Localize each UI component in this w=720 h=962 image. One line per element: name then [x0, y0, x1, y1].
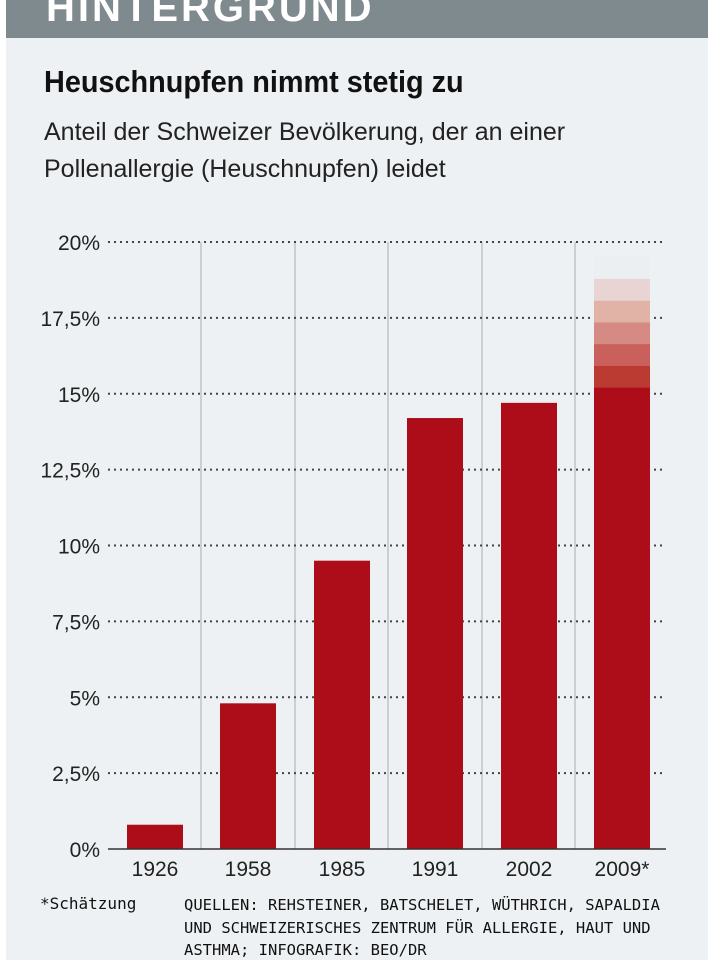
y-tick-label-7: 17,5%: [40, 308, 100, 331]
bar-1985: [314, 560, 370, 849]
x-tick-label-2009: 2009*: [595, 858, 650, 881]
sources-credit: QUELLEN: REHSTEINER, BATSCHELET, WÜTHRIC…: [184, 896, 660, 959]
x-tick-label-1958: 1958: [225, 858, 272, 881]
y-tick-label-8: 20%: [58, 232, 100, 255]
chart-subtitle: Anteil der Schweizer Bevölkerung, der an…: [44, 118, 566, 183]
estimate-segment-2: [594, 300, 650, 323]
x-tick-label-1991: 1991: [412, 858, 459, 881]
estimate-segment-1: [594, 278, 650, 302]
estimate-segment-5: [594, 365, 650, 389]
chart-title: Heuschnupfen nimmt stetig zu: [44, 64, 464, 99]
x-tick-label-1985: 1985: [319, 858, 366, 881]
bar-1991: [407, 418, 463, 849]
bar-1926: [127, 824, 183, 849]
y-tick-label-4: 10%: [58, 536, 100, 559]
y-tick-label-0: 0%: [70, 839, 100, 862]
y-tick-label-6: 15%: [58, 384, 100, 407]
estimate-segment-4: [594, 344, 650, 367]
bar-2009: [594, 387, 650, 849]
y-tick-label-1: 2,5%: [52, 763, 100, 786]
section-header-label: HINTERGRUND: [46, 0, 375, 30]
estimate-segment-0: [594, 257, 650, 280]
y-tick-label-2: 5%: [70, 687, 100, 710]
y-tick-label-3: 7,5%: [52, 611, 100, 634]
section-header-bar: HINTERGRUND: [6, 0, 708, 38]
x-tick-label-2002: 2002: [506, 858, 553, 881]
y-tick-label-5: 12,5%: [40, 460, 100, 483]
footnote-estimate: *Schätzung: [40, 894, 137, 913]
bar-2002: [501, 402, 557, 849]
estimate-segment-3: [594, 322, 650, 345]
x-tick-label-1926: 1926: [132, 858, 179, 881]
bar-1958: [220, 703, 276, 849]
